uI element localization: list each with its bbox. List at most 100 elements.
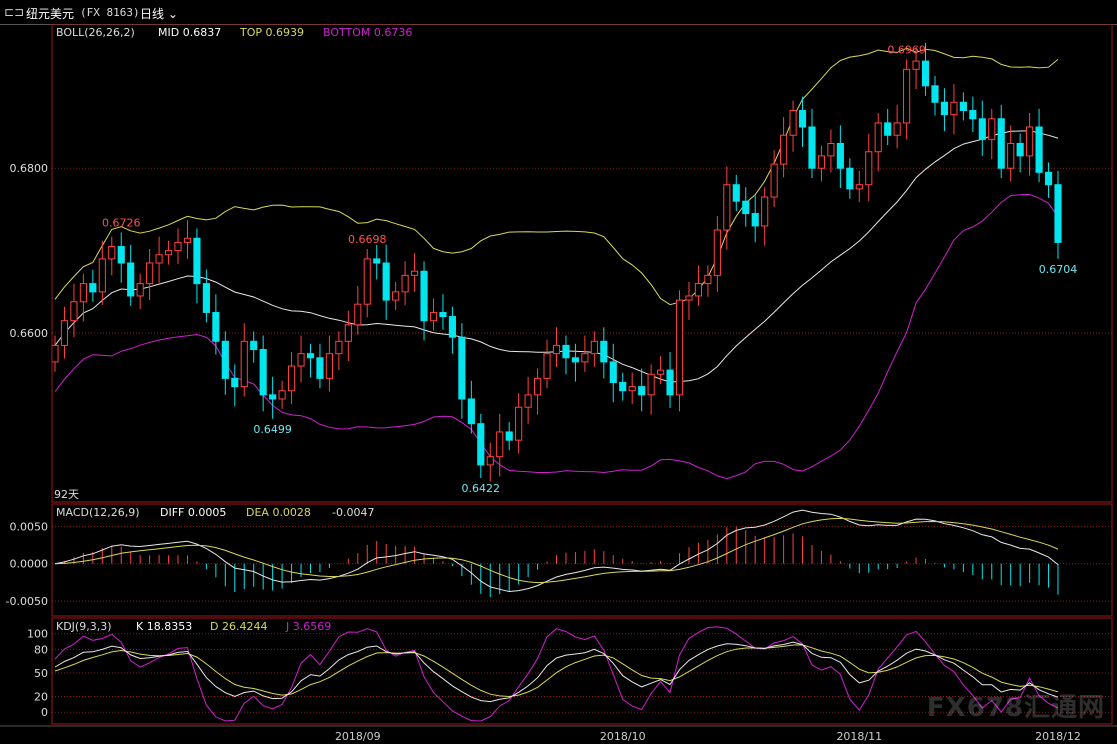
- candle-down: [732, 184, 740, 202]
- price-annotation: 0.6499: [253, 423, 292, 436]
- candle-down: [458, 336, 466, 400]
- macd-value-label: -0.0047: [332, 506, 374, 519]
- candle-down: [1035, 126, 1043, 173]
- macd-tick-label: 0.0000: [10, 558, 49, 571]
- candle-down: [420, 270, 428, 322]
- candle-down: [978, 118, 986, 140]
- kdj-tick-label: 80: [34, 643, 48, 656]
- candle-up: [903, 68, 911, 124]
- candle-up: [155, 254, 163, 264]
- candle-up: [874, 122, 882, 153]
- candle-up: [534, 377, 542, 396]
- kdj-tick-label: 100: [27, 628, 48, 641]
- candle-up: [146, 262, 154, 285]
- candle-down: [316, 357, 324, 379]
- candle-up: [164, 250, 173, 256]
- watermark: FX678汇通网: [926, 693, 1105, 723]
- candlesticks: [51, 42, 1062, 482]
- candle-up: [780, 134, 788, 165]
- candle-down: [439, 311, 447, 318]
- candle-up: [865, 151, 873, 186]
- candle-up: [675, 299, 684, 396]
- candle-down: [382, 262, 390, 301]
- candle-up: [912, 60, 920, 70]
- candle-up: [950, 101, 958, 116]
- candle-up: [98, 258, 106, 293]
- candle-up: [581, 353, 589, 363]
- candle-up: [297, 353, 305, 367]
- chart-area: 0.6800 0.6600 0.0050 0.0000 -0.0050 100 80 50 20…: [0, 24, 1117, 743]
- candle-down: [959, 101, 967, 112]
- candle-down: [212, 311, 220, 342]
- bar-count-label: 92天: [54, 488, 79, 501]
- candle-down: [117, 246, 125, 264]
- candle-up: [496, 431, 504, 458]
- candle-up: [988, 118, 996, 140]
- candle-down: [202, 283, 210, 313]
- candle-up: [552, 344, 561, 355]
- candle-up: [136, 283, 144, 297]
- candle-up: [628, 386, 636, 392]
- candle-up: [335, 340, 343, 355]
- boll-top-line: [54, 47, 1059, 306]
- kdj-tick-label: 0: [41, 706, 48, 719]
- candle-down: [969, 110, 977, 120]
- candle-up: [1026, 126, 1034, 157]
- kdj-k-label: K 18.8353: [136, 620, 192, 633]
- panel-frame: [51, 617, 1113, 725]
- candle-down: [638, 386, 646, 396]
- candle-down: [505, 431, 513, 441]
- candle-up: [789, 110, 797, 136]
- macd-panel: [54, 509, 1059, 597]
- kdj-panel: [54, 626, 1059, 722]
- candle-up: [278, 390, 286, 400]
- candle-down: [798, 110, 807, 128]
- candle-up: [60, 320, 69, 346]
- candle-up: [363, 258, 371, 305]
- instrument-code: (FX 8163): [80, 6, 140, 19]
- candle-down: [193, 237, 201, 285]
- date-tick-label: 2018/10: [600, 730, 646, 743]
- kdj-d-label: D 26.4244: [210, 620, 267, 633]
- macd-diff-label: DIFF 0.0005: [160, 506, 226, 519]
- candle-up: [647, 373, 655, 396]
- date-tick-label: 2018/12: [1035, 730, 1081, 743]
- kdj-label[interactable]: KDJ(9,3,3): [56, 620, 112, 633]
- candle-down: [836, 143, 844, 169]
- boll-label[interactable]: BOLL(26,26,2): [56, 26, 135, 39]
- candle-down: [997, 118, 1005, 169]
- macd-diff-line: [54, 509, 1059, 593]
- candle-down: [231, 377, 239, 388]
- kdj-d-line: [54, 644, 1059, 698]
- price-tick-label: 0.6600: [10, 327, 49, 340]
- candle-up: [392, 291, 400, 301]
- boll-top-label: TOP 0.6939: [239, 26, 304, 39]
- period-label: 日线: [140, 7, 165, 21]
- candle-down: [259, 349, 267, 396]
- candle-down: [1016, 143, 1024, 157]
- price-annotation: 0.6969: [887, 43, 926, 56]
- candle-up: [817, 155, 826, 169]
- fx-pair-icon[interactable]: ⊏⊐: [4, 5, 25, 19]
- kdj-tick-label: 50: [34, 667, 48, 680]
- candle-up: [694, 283, 703, 297]
- chevron-down-icon: ⌄: [164, 7, 178, 21]
- price-annotation: 0.6726: [102, 217, 141, 230]
- price-annotation: 0.6698: [348, 233, 387, 246]
- candle-down: [808, 126, 816, 169]
- candle-up: [723, 184, 731, 231]
- candle-up: [515, 406, 523, 441]
- kdj-j-label: J 3.6569: [285, 620, 331, 633]
- panel-frames: [0, 24, 1117, 727]
- candle-down: [884, 122, 892, 136]
- candle-up: [183, 237, 192, 243]
- price-annotation: 0.6422: [462, 482, 501, 495]
- macd-tick-label: -0.0050: [6, 595, 48, 608]
- candle-up: [410, 270, 419, 276]
- candle-up: [770, 163, 778, 198]
- candle-up: [354, 303, 362, 326]
- candle-down: [619, 382, 627, 392]
- macd-label[interactable]: MACD(12,26,9): [56, 506, 140, 519]
- period-selector[interactable]: 日线 ⌄: [140, 5, 178, 22]
- candle-down: [250, 340, 258, 351]
